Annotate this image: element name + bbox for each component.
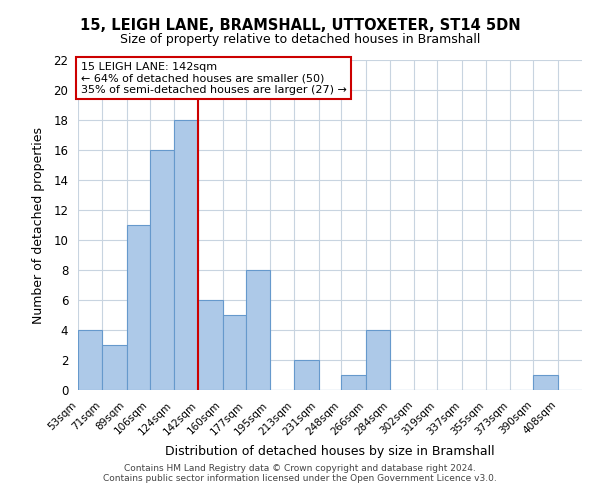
- Bar: [533, 375, 557, 390]
- Bar: [245, 270, 270, 390]
- Text: 15, LEIGH LANE, BRAMSHALL, UTTOXETER, ST14 5DN: 15, LEIGH LANE, BRAMSHALL, UTTOXETER, ST…: [80, 18, 520, 32]
- Bar: [174, 120, 198, 390]
- Text: 15 LEIGH LANE: 142sqm
← 64% of detached houses are smaller (50)
35% of semi-deta: 15 LEIGH LANE: 142sqm ← 64% of detached …: [80, 62, 346, 95]
- Bar: [149, 150, 174, 390]
- Bar: [341, 375, 366, 390]
- Bar: [198, 300, 223, 390]
- Y-axis label: Number of detached properties: Number of detached properties: [32, 126, 45, 324]
- Bar: [223, 315, 245, 390]
- Bar: [78, 330, 103, 390]
- Text: Size of property relative to detached houses in Bramshall: Size of property relative to detached ho…: [120, 32, 480, 46]
- Bar: [294, 360, 319, 390]
- Bar: [103, 345, 127, 390]
- Bar: [127, 225, 149, 390]
- Text: Contains HM Land Registry data © Crown copyright and database right 2024.: Contains HM Land Registry data © Crown c…: [124, 464, 476, 473]
- Text: Contains public sector information licensed under the Open Government Licence v3: Contains public sector information licen…: [103, 474, 497, 483]
- X-axis label: Distribution of detached houses by size in Bramshall: Distribution of detached houses by size …: [165, 445, 495, 458]
- Bar: [366, 330, 390, 390]
